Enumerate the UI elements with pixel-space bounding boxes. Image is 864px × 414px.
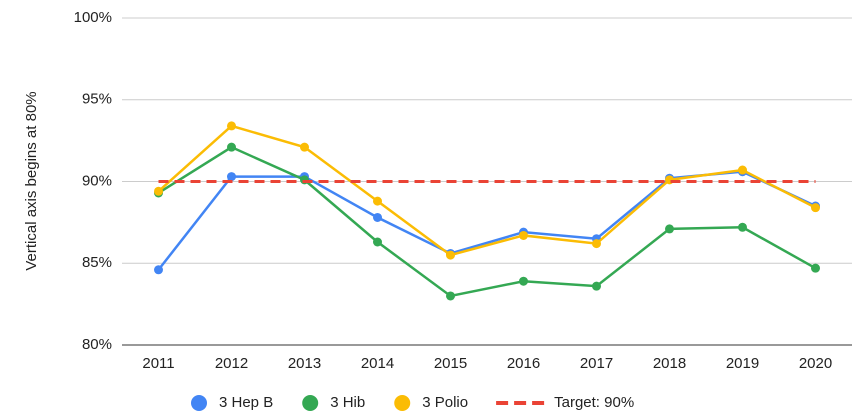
- point: [665, 175, 674, 185]
- point: [519, 276, 528, 286]
- point: [811, 263, 820, 273]
- point: [446, 250, 455, 260]
- point: [592, 239, 601, 249]
- x-tick-label: 2012: [215, 355, 248, 372]
- point: [738, 165, 747, 175]
- legend-label: 3 Hep B: [219, 394, 273, 411]
- point: [227, 142, 236, 152]
- series-line: [157, 124, 817, 257]
- x-tick-label: 2011: [142, 355, 174, 372]
- series-line: [157, 170, 817, 271]
- x-tick-label: 2019: [726, 355, 759, 372]
- point: [373, 237, 382, 247]
- legend-label: 3 Hib: [330, 394, 365, 411]
- y-tick-label: 100%: [74, 9, 112, 26]
- point: [300, 142, 309, 152]
- x-tick-label: 2013: [288, 355, 321, 372]
- x-tick-label: 2014: [361, 355, 394, 372]
- point: [519, 230, 528, 240]
- point: [227, 172, 236, 182]
- x-tick-label: 2016: [507, 355, 540, 372]
- y-axis-label: Vertical axis begins at 80%: [23, 91, 40, 270]
- point: [665, 224, 674, 234]
- point: [738, 222, 747, 232]
- legend-label: Target: 90%: [554, 394, 634, 411]
- legend-swatch: [302, 395, 319, 411]
- y-tick-label: 80%: [82, 336, 112, 353]
- point: [154, 265, 163, 275]
- point: [446, 291, 455, 301]
- y-tick-label: 95%: [82, 91, 112, 108]
- point: [592, 281, 601, 291]
- point: [154, 186, 163, 196]
- legend-label: 3 Polio: [422, 394, 468, 411]
- y-tick-label: 90%: [82, 172, 112, 189]
- point: [373, 212, 382, 222]
- x-tick-label: 2018: [653, 355, 686, 372]
- legend-swatch: [394, 395, 411, 411]
- x-tick-label: 2017: [580, 355, 613, 372]
- point: [227, 121, 236, 131]
- x-tick-label: 2015: [434, 355, 467, 372]
- point: [373, 196, 382, 206]
- point: [811, 203, 820, 213]
- series-line: [157, 145, 817, 298]
- point: [300, 175, 309, 185]
- x-tick-label: 2020: [799, 355, 832, 372]
- legend-swatch: [191, 395, 207, 411]
- y-tick-label: 85%: [82, 254, 112, 271]
